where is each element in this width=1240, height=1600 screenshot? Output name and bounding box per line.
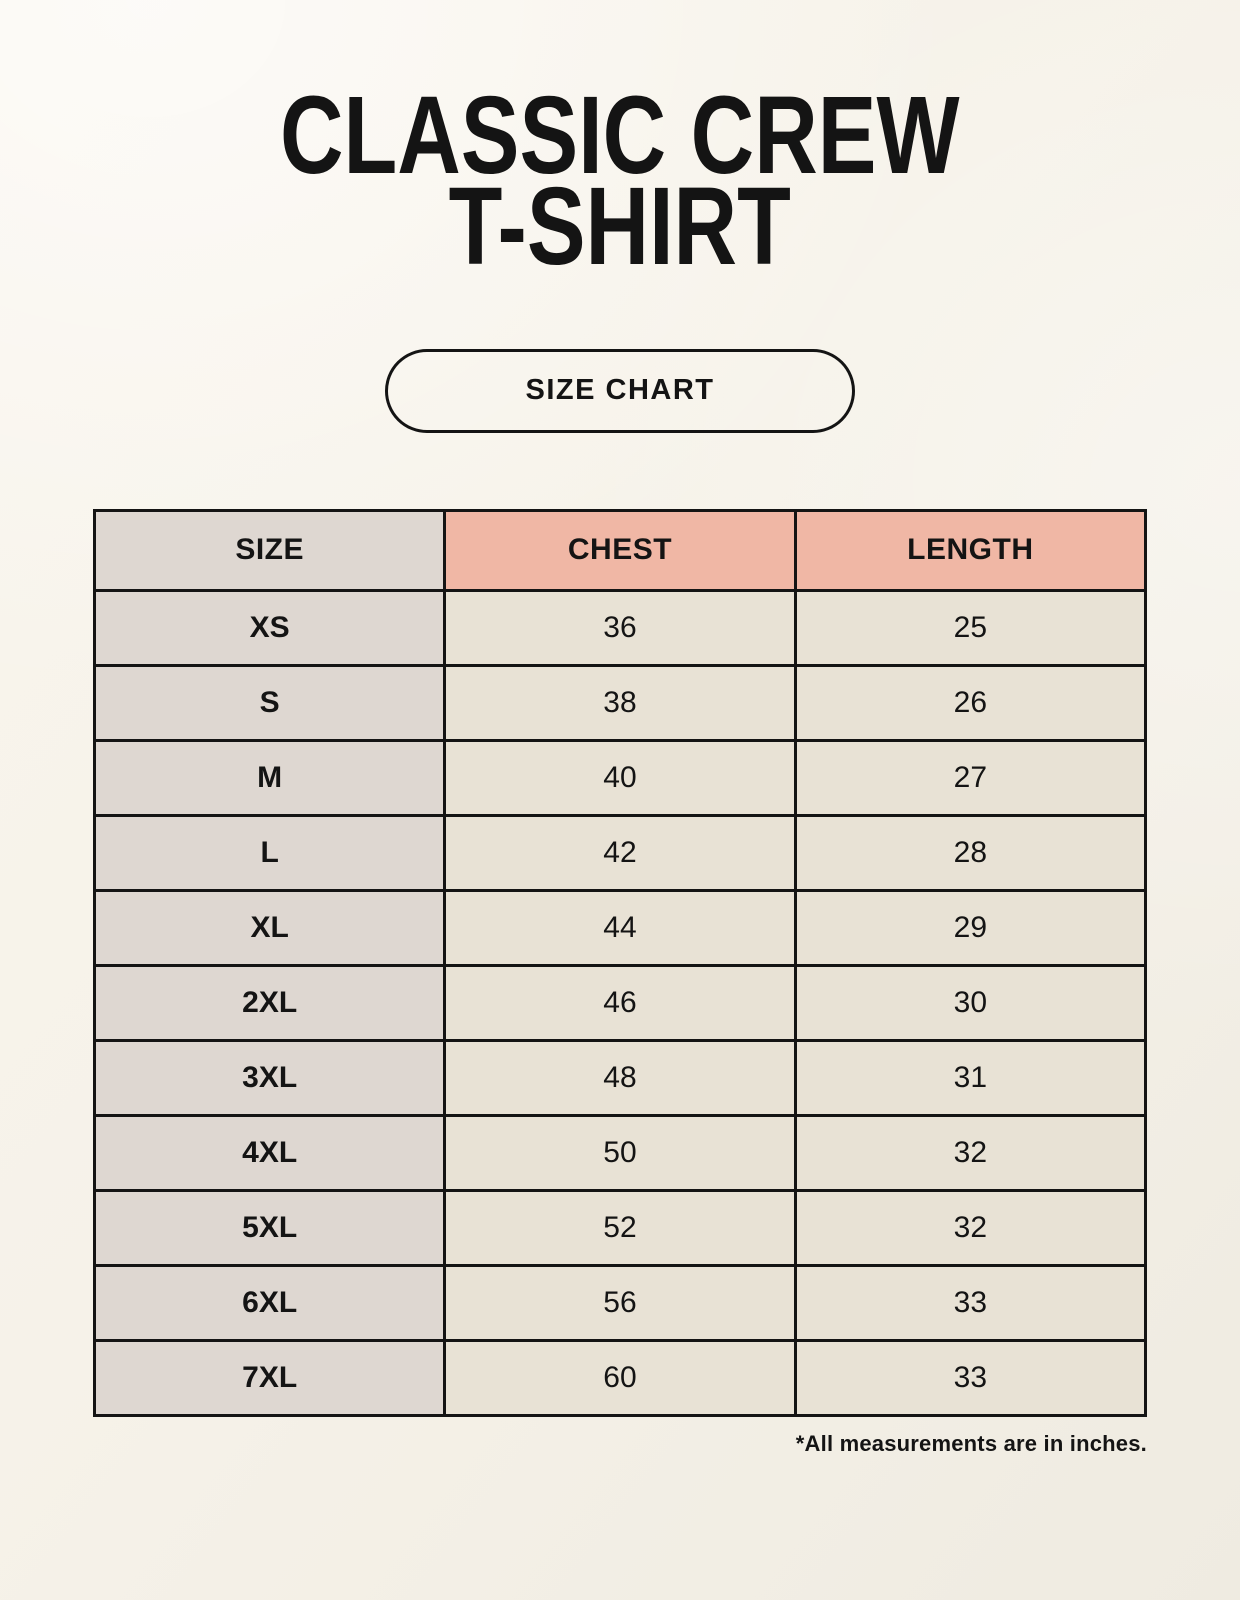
cell-length: 25 — [793, 588, 1148, 667]
cell-chest: 52 — [443, 1188, 797, 1267]
column-header-chest: CHEST — [443, 508, 797, 592]
table-row: 6XL 56 33 — [92, 1263, 1148, 1342]
page-title-line2: T-SHIRT — [448, 165, 792, 289]
page-title-line1: CLASSIC CREW — [280, 74, 960, 197]
table-row: 7XL 60 33 — [92, 1338, 1148, 1417]
cell-size: S — [92, 663, 447, 742]
table-row: S 38 26 — [92, 663, 1148, 742]
table-header-row: SIZE CHEST LENGTH — [92, 508, 1148, 592]
cell-size: 7XL — [92, 1338, 447, 1417]
cell-length: 33 — [793, 1263, 1148, 1342]
table-row: XL 44 29 — [92, 888, 1148, 967]
size-chart-badge-row: SIZE CHART — [0, 348, 1240, 433]
cell-size: XL — [92, 888, 447, 967]
cell-length: 32 — [793, 1188, 1148, 1267]
cell-length: 33 — [793, 1338, 1148, 1417]
cell-chest: 44 — [443, 888, 797, 967]
cell-size: 5XL — [92, 1188, 447, 1267]
cell-size: M — [92, 738, 447, 817]
cell-length: 26 — [793, 663, 1148, 742]
table-row: M 40 27 — [92, 738, 1148, 817]
table-row: 5XL 52 32 — [92, 1188, 1148, 1267]
size-chart-section: SIZE CHEST LENGTH XS 36 25 S 38 26 M 40 … — [92, 508, 1148, 1417]
cell-size: XS — [92, 588, 447, 667]
cell-chest: 60 — [443, 1338, 797, 1417]
size-chart-table: SIZE CHEST LENGTH XS 36 25 S 38 26 M 40 … — [92, 508, 1148, 1417]
cell-length: 32 — [793, 1113, 1148, 1192]
size-table-body: XS 36 25 S 38 26 M 40 27 L 42 28 XL 44 2… — [92, 588, 1148, 1417]
size-chart-button[interactable]: SIZE CHART — [385, 348, 855, 433]
table-row: 3XL 48 31 — [92, 1038, 1148, 1117]
cell-chest: 42 — [443, 813, 797, 892]
cell-length: 30 — [793, 963, 1148, 1042]
table-row: XS 36 25 — [92, 588, 1148, 667]
cell-chest: 40 — [443, 738, 797, 817]
cell-chest: 50 — [443, 1113, 797, 1192]
cell-chest: 36 — [443, 588, 797, 667]
size-chart-table-header: SIZE CHEST LENGTH — [92, 508, 1148, 592]
table-row: 4XL 50 32 — [92, 1113, 1148, 1192]
cell-size: 3XL — [92, 1038, 447, 1117]
cell-chest: 56 — [443, 1263, 797, 1342]
column-header-size: SIZE — [92, 508, 447, 592]
column-header-length: LENGTH — [793, 508, 1148, 592]
cell-chest: 46 — [443, 963, 797, 1042]
cell-length: 27 — [793, 738, 1148, 817]
cell-length: 28 — [793, 813, 1148, 892]
cell-length: 31 — [793, 1038, 1148, 1117]
table-row: 2XL 46 30 — [92, 963, 1148, 1042]
cell-chest: 38 — [443, 663, 797, 742]
page-title: CLASSIC CREW T-SHIRT — [0, 0, 1240, 289]
cell-size: L — [92, 813, 447, 892]
table-row: L 42 28 — [92, 813, 1148, 892]
cell-chest: 48 — [443, 1038, 797, 1117]
cell-size: 4XL — [92, 1113, 447, 1192]
cell-size: 6XL — [92, 1263, 447, 1342]
measurements-footnote: *All measurements are in inches. — [795, 1430, 1147, 1456]
cell-length: 29 — [793, 888, 1148, 967]
cell-size: 2XL — [92, 963, 447, 1042]
